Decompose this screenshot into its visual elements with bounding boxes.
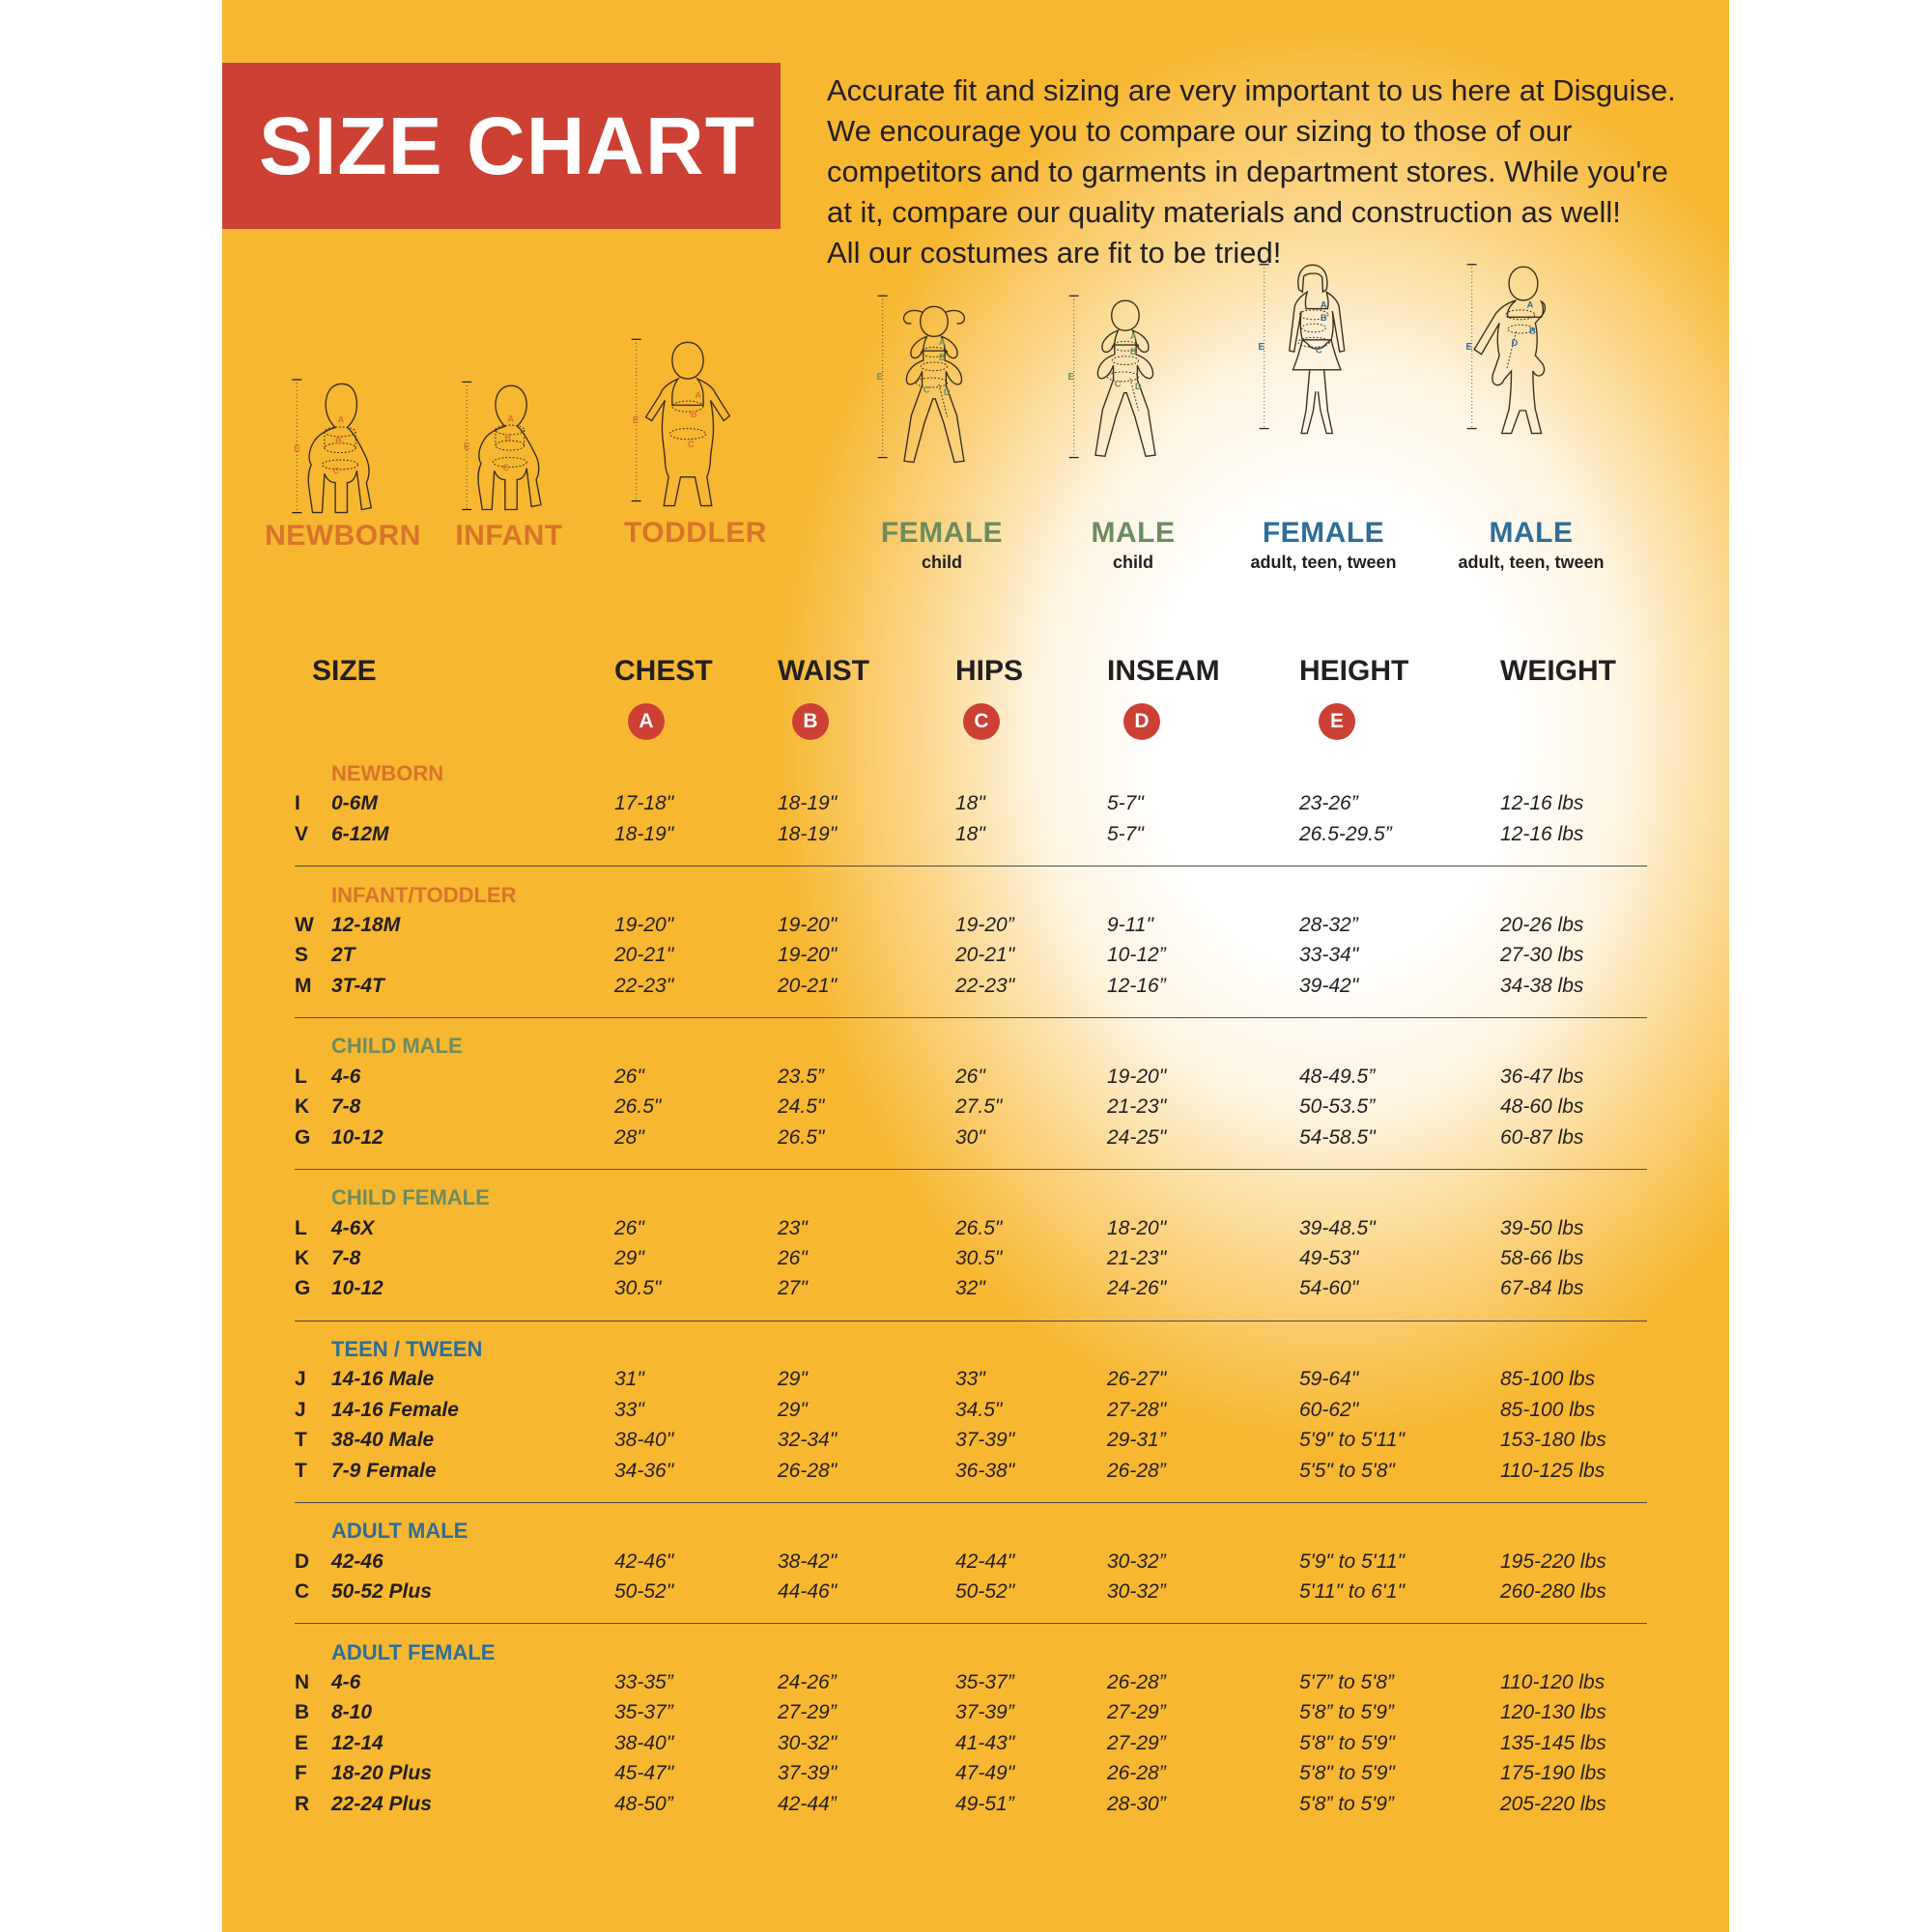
svg-text:E: E [294, 443, 300, 454]
svg-text:E: E [1258, 342, 1264, 353]
svg-text:C: C [688, 440, 695, 449]
svg-text:C: C [333, 466, 340, 475]
svg-text:A: A [695, 390, 701, 400]
svg-text:B: B [1529, 327, 1536, 336]
svg-text:E: E [876, 372, 883, 383]
svg-text:E: E [633, 415, 639, 426]
svg-text:A: A [338, 415, 345, 425]
svg-text:A: A [1527, 299, 1534, 309]
svg-text:B: B [335, 436, 342, 445]
svg-text:C: C [923, 385, 930, 395]
svg-text:E: E [464, 442, 470, 453]
svg-text:C: C [1316, 345, 1322, 355]
svg-text:B: B [691, 410, 697, 419]
svg-text:C: C [1115, 379, 1122, 388]
svg-text:A: A [1321, 299, 1327, 309]
svg-text:B: B [1130, 347, 1137, 356]
svg-text:D: D [1135, 382, 1142, 391]
svg-text:C: C [502, 463, 509, 472]
svg-text:A: A [1130, 331, 1137, 341]
svg-text:B: B [1321, 313, 1327, 323]
svg-text:A: A [507, 413, 514, 423]
svg-text:B: B [504, 433, 511, 442]
svg-text:D: D [944, 387, 951, 397]
svg-text:E: E [1067, 372, 1074, 383]
svg-text:B: B [939, 353, 946, 362]
svg-text:E: E [1465, 342, 1472, 353]
svg-text:A: A [939, 337, 946, 347]
svg-text:D: D [1512, 338, 1519, 348]
